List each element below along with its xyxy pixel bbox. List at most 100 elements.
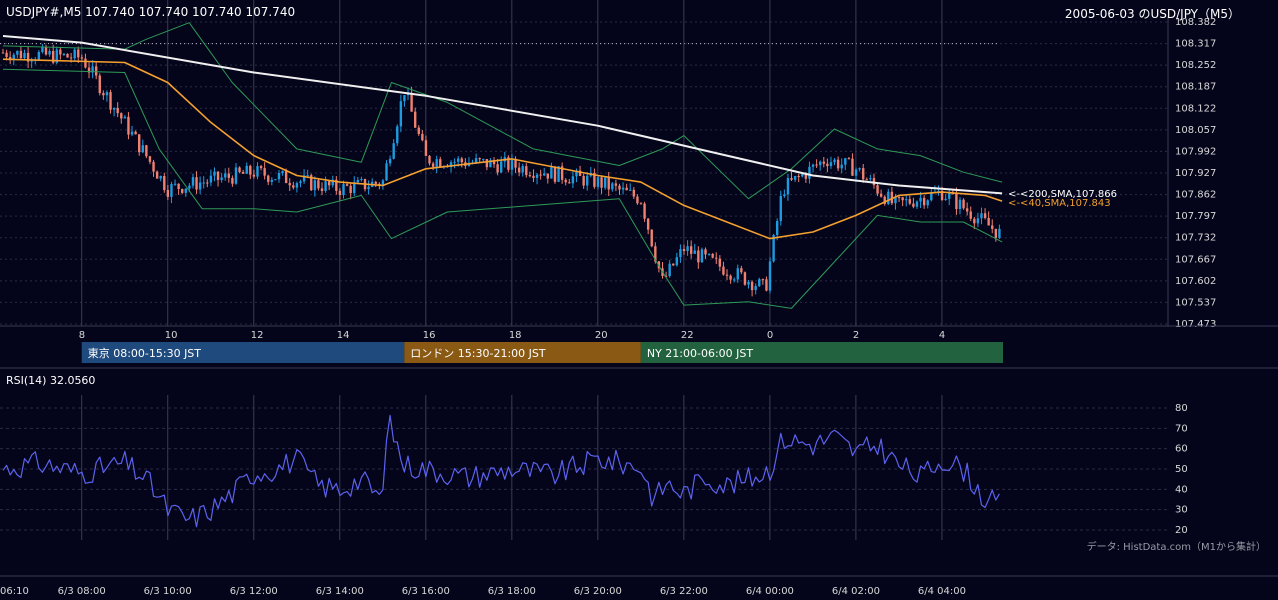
candle-body — [80, 57, 84, 59]
candle-body — [198, 182, 202, 190]
price-tick-label: 107.992 — [1175, 146, 1216, 157]
candle-body — [629, 189, 632, 191]
candle-body — [922, 197, 926, 206]
candle-body — [571, 176, 575, 184]
rsi-tick-label: 60 — [1175, 444, 1188, 455]
candle-body — [614, 183, 618, 186]
candle-body — [593, 173, 596, 187]
rsi-tick-label: 20 — [1175, 525, 1188, 536]
candle-body — [16, 50, 19, 55]
candle-body — [829, 162, 833, 167]
hour-tick-label: 2 — [853, 330, 859, 341]
candle-body — [220, 177, 223, 181]
candle-body — [163, 176, 166, 191]
candle-body — [833, 159, 836, 163]
rsi-tick-label: 50 — [1175, 464, 1188, 475]
sma200-label: <-<200,SMA,107.866 — [1008, 189, 1117, 200]
hour-tick-label: 8 — [79, 330, 85, 341]
price-tick-label: 108.317 — [1175, 39, 1216, 50]
candle-body — [274, 179, 277, 181]
candle-body — [367, 186, 370, 190]
candle-body — [607, 177, 610, 190]
candle-body — [700, 249, 704, 263]
hour-tick-label: 4 — [939, 330, 945, 341]
hour-tick-label: 16 — [423, 330, 436, 341]
candle-body — [302, 175, 306, 182]
candle-body — [73, 49, 76, 59]
candle-body — [8, 57, 12, 61]
hour-tick-label: 10 — [165, 330, 178, 341]
candle-body — [707, 253, 711, 255]
candle-body — [489, 160, 492, 168]
rsi-label: RSI(14) 32.0560 — [6, 374, 95, 387]
candle-body — [965, 208, 969, 212]
candle-body — [134, 131, 137, 135]
candle-body — [310, 175, 313, 191]
candle-body — [181, 189, 184, 193]
candle-body — [883, 196, 886, 204]
candle-body — [790, 178, 793, 180]
candle-body — [668, 263, 671, 277]
candle-body — [801, 174, 804, 177]
sma40-line — [2, 58, 1003, 240]
candle-body — [553, 167, 557, 182]
price-tick-label: 107.473 — [1175, 319, 1216, 330]
candle-body — [231, 177, 234, 184]
candle-body — [980, 213, 983, 219]
price-tick-label: 108.252 — [1175, 60, 1216, 71]
date-tick-label: 6/4 02:00 — [832, 586, 880, 597]
candle-body — [324, 181, 327, 192]
candle-body — [747, 281, 750, 285]
candle-body — [625, 187, 628, 191]
price-tick-label: 107.732 — [1175, 233, 1216, 244]
candle-body — [672, 263, 675, 266]
session-band-2 — [640, 342, 1003, 363]
candle-body — [575, 170, 578, 177]
candle-body — [413, 111, 417, 128]
candle-body — [453, 161, 456, 163]
candle-body — [439, 159, 442, 167]
candle-body — [496, 164, 499, 173]
candle-body — [155, 171, 159, 179]
candle-body — [267, 175, 270, 182]
candle-body — [826, 163, 829, 167]
candle-body — [478, 158, 481, 160]
candle-body — [729, 275, 732, 280]
candle-body — [664, 275, 668, 277]
candle-body — [772, 234, 775, 262]
candle-body — [431, 163, 435, 167]
rsi-tick-label: 80 — [1175, 403, 1188, 414]
date-tick-label: 6/4 04:00 — [918, 586, 966, 597]
candle-body — [241, 171, 245, 174]
rsi-tick-label: 40 — [1175, 484, 1188, 495]
date-tick-label: 6/3 10:00 — [144, 586, 192, 597]
candle-body — [722, 266, 725, 275]
candle-body — [159, 176, 162, 179]
candle-body — [854, 169, 858, 176]
candle-body — [188, 185, 191, 189]
candle-body — [123, 116, 127, 119]
candle-body — [288, 183, 291, 186]
candle-body — [783, 194, 786, 197]
candle-body — [564, 179, 567, 183]
source-note: データ: HistData.com（M1から集計） — [1087, 540, 1266, 553]
candle-body — [98, 75, 101, 94]
candle-body — [456, 158, 460, 162]
candle-body — [331, 179, 334, 186]
candle-body — [912, 203, 915, 207]
candle-body — [546, 173, 550, 179]
candle-body — [485, 159, 489, 168]
candle-body — [836, 159, 840, 169]
candle-body — [962, 199, 965, 209]
candle-body — [568, 182, 571, 184]
candle-body — [41, 46, 44, 52]
candle-body — [51, 50, 55, 63]
candle-body — [360, 178, 363, 180]
candle-body — [94, 66, 98, 76]
candle-body — [919, 197, 922, 202]
candle-body — [517, 167, 521, 173]
candle-body — [421, 133, 424, 141]
candle-body — [603, 177, 607, 188]
candle-body — [844, 158, 847, 165]
date-tick-label: 6/3 14:00 — [316, 586, 364, 597]
